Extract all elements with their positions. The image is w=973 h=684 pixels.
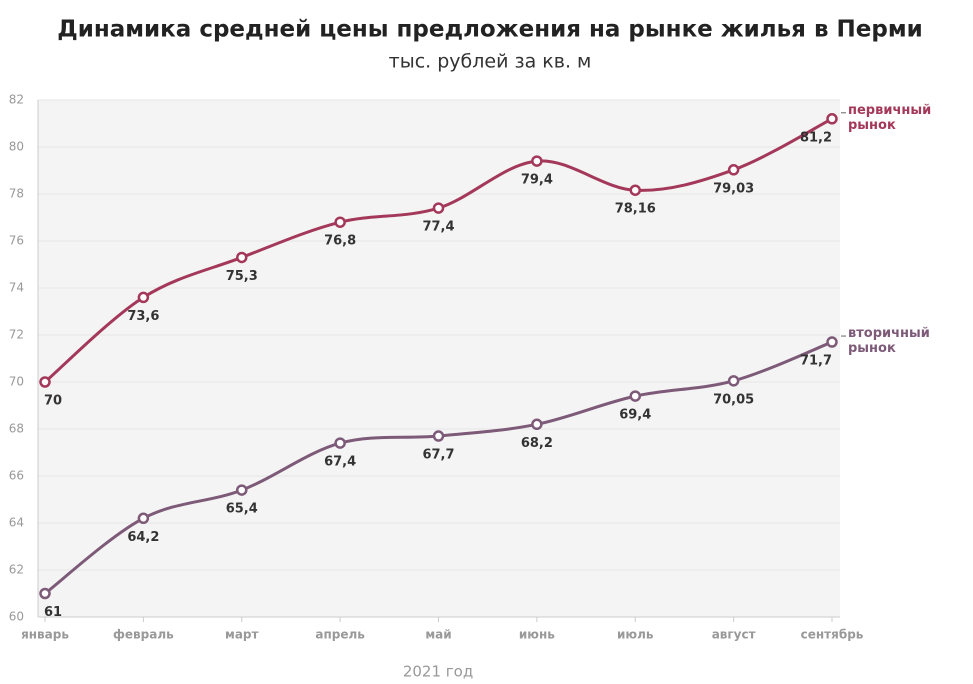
x-tick-label: июль (617, 628, 654, 642)
plot-area (38, 100, 840, 617)
point (826, 113, 838, 125)
data-label: 77,4 (422, 220, 454, 235)
point (137, 291, 150, 304)
point (432, 202, 445, 214)
y-tick-label: 62 (9, 563, 24, 577)
x-tick-label: август (712, 628, 756, 642)
point (334, 437, 346, 449)
y-tick-label: 64 (9, 516, 24, 530)
data-label: 61 (44, 605, 62, 620)
y-tick-label: 66 (9, 469, 24, 483)
x-tick-label: сентябрь (801, 628, 864, 642)
point (727, 164, 740, 176)
point (236, 484, 248, 496)
data-label: 73,6 (127, 309, 159, 324)
x-tick-label: март (225, 628, 258, 642)
data-label: 64,2 (127, 530, 159, 545)
point (531, 155, 543, 167)
point (531, 418, 543, 431)
legend-label: первичный рынок (848, 102, 932, 133)
point (432, 430, 445, 442)
y-tick-label: 70 (9, 375, 24, 389)
y-tick-label: 82 (9, 93, 24, 107)
data-label: 78,16 (615, 202, 656, 217)
point (39, 376, 51, 388)
x-tick-label: февраль (113, 628, 174, 642)
point (826, 336, 838, 348)
x-tick-label: январь (21, 628, 69, 642)
x-tick-label: май (425, 628, 451, 642)
x-tick-label: июнь (519, 628, 555, 642)
point (629, 390, 641, 402)
point (39, 587, 51, 600)
y-tick-label: 60 (9, 610, 24, 624)
data-label: 79,4 (521, 173, 553, 188)
point (727, 375, 740, 387)
data-label: 71,7 (800, 354, 832, 369)
data-label: 79,03 (713, 181, 754, 196)
data-label: 69,4 (619, 408, 651, 423)
data-label: 70 (44, 394, 62, 409)
data-label: 76,8 (324, 234, 356, 249)
data-label: 81,2 (800, 130, 832, 145)
data-label: 68,2 (521, 436, 553, 451)
y-tick-label: 76 (9, 234, 24, 248)
data-label: 67,4 (324, 455, 356, 470)
data-label: 75,3 (226, 269, 258, 284)
data-label: 65,4 (226, 502, 258, 517)
data-label: 70,05 (713, 392, 754, 407)
y-tick-label: 80 (9, 140, 24, 154)
chart-subtitle: тыс. рублей за кв. м (389, 51, 592, 73)
x-axis-label: 2021 год (403, 663, 473, 681)
point (137, 512, 150, 525)
y-tick-label: 78 (9, 187, 24, 201)
legend-label: вторичный рынок (848, 326, 930, 357)
point (629, 184, 641, 196)
y-tick-label: 74 (9, 281, 24, 295)
chart-title: Динамика средней цены предложения на рын… (57, 17, 923, 43)
point (236, 251, 248, 264)
point (334, 216, 346, 228)
data-label: 67,7 (422, 448, 454, 463)
y-tick-label: 72 (9, 328, 24, 342)
x-tick-label: апрель (315, 628, 365, 642)
y-tick-label: 68 (9, 422, 24, 436)
